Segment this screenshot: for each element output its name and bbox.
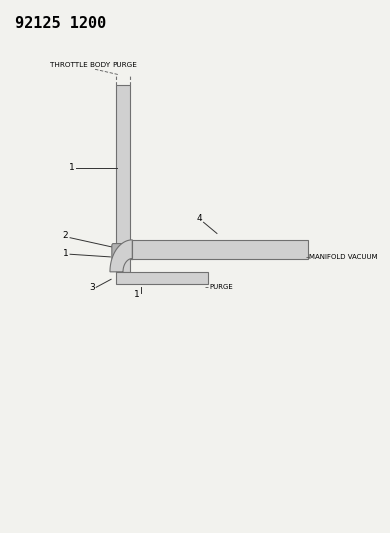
Text: 92125 1200: 92125 1200 xyxy=(15,16,106,31)
Bar xyxy=(116,272,207,284)
Text: THROTTLE BODY: THROTTLE BODY xyxy=(50,62,110,68)
Bar xyxy=(132,240,308,259)
FancyBboxPatch shape xyxy=(112,244,134,260)
Text: PURGE: PURGE xyxy=(113,62,137,68)
Text: 4: 4 xyxy=(197,214,202,223)
Bar xyxy=(116,257,130,272)
Text: 3: 3 xyxy=(89,284,95,292)
Text: PURGE: PURGE xyxy=(209,284,233,290)
Bar xyxy=(116,85,130,253)
Text: MANIFOLD VACUUM: MANIFOLD VACUUM xyxy=(309,254,378,260)
Text: 2: 2 xyxy=(62,231,68,240)
Polygon shape xyxy=(110,240,132,272)
Text: 1: 1 xyxy=(62,249,68,258)
Text: 1: 1 xyxy=(69,164,74,172)
Text: 1: 1 xyxy=(135,290,140,299)
